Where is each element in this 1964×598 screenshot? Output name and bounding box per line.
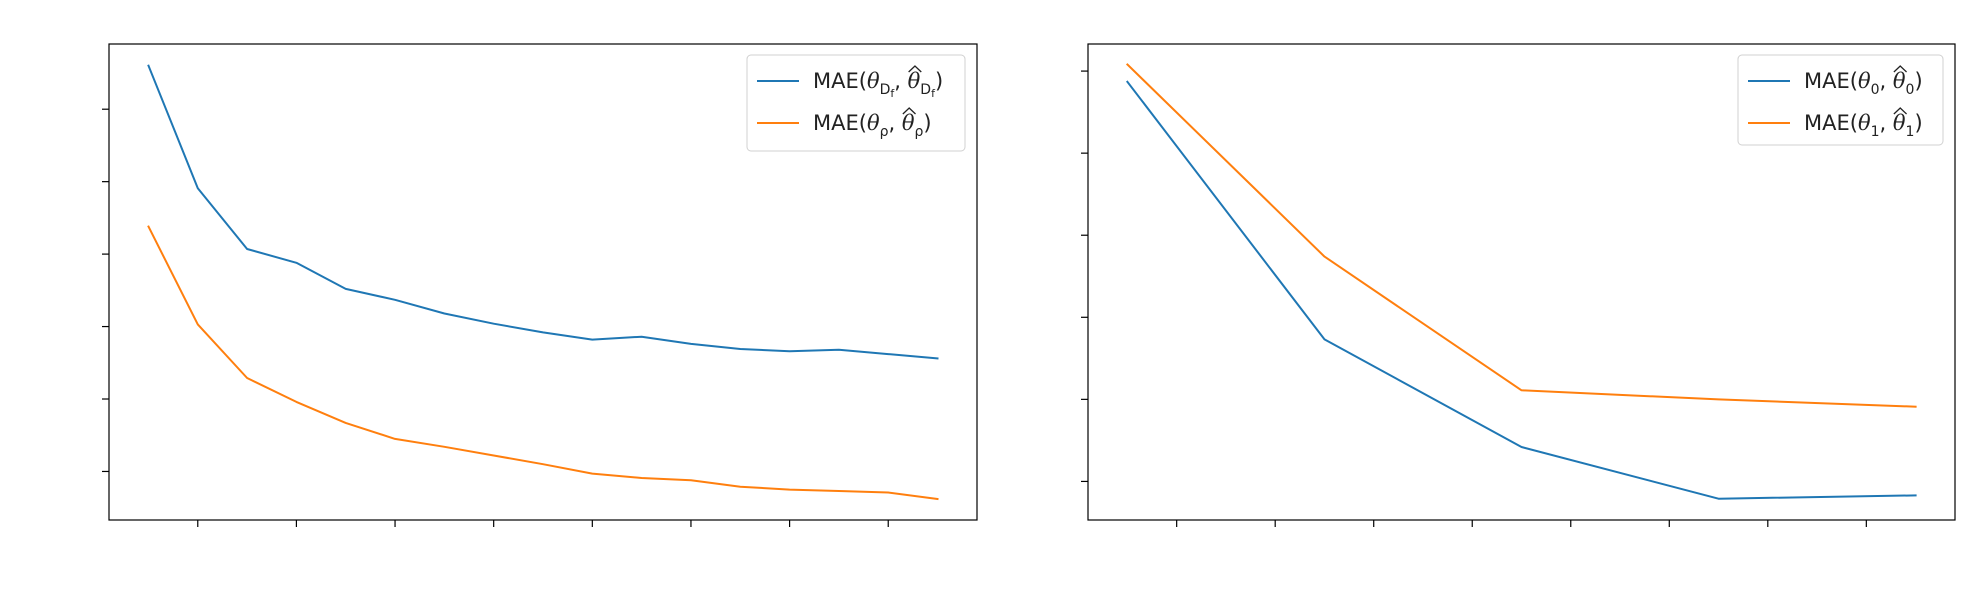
series-line-1 (1125, 80, 1917, 500)
legend: MAE(θ0, θ0)MAE(θ1, θ1) (1737, 54, 1944, 146)
legend-prefix: MAE( (813, 69, 867, 93)
legend-subscript: 1 (1906, 124, 1915, 140)
legend-theta-hat: θ (908, 69, 921, 93)
legend-subscript: ρ (880, 124, 889, 140)
legend-theta-hat: θ (1893, 111, 1906, 135)
legend: MAE(θDf, θDf)MAE(θρ, θρ) (746, 54, 966, 152)
plot-frame (1087, 43, 1956, 521)
legend-prefix: MAE( (813, 111, 867, 135)
legend-box (746, 54, 966, 152)
legend-theta: θ (867, 111, 880, 135)
legend-theta: θ (1858, 69, 1871, 93)
legend-separator: , (1880, 69, 1893, 93)
legend-subscript: 1 (1871, 124, 1880, 140)
series-line-1 (147, 64, 939, 360)
legend-subscript: 0 (1906, 82, 1915, 98)
legend-entry-1: MAE(θDf, θDf) (813, 69, 943, 100)
chart-panel-a: MAE(θDf, θDf)MAE(θρ, θρ) (102, 43, 978, 527)
legend-suffix: ) (1914, 111, 1922, 135)
plot-frame (108, 43, 978, 521)
legend-subscript: 0 (1871, 82, 1880, 98)
legend-suffix: ) (923, 111, 931, 135)
legend-entry-2: MAE(θ1, θ1) (1804, 111, 1923, 140)
legend-hat-mark (902, 107, 916, 115)
legend-subsubscript: f (931, 87, 936, 100)
legend-subscript: D (880, 82, 891, 98)
legend-entry-1: MAE(θ0, θ0) (1804, 69, 1923, 98)
legend-hat-mark (1893, 65, 1907, 73)
legend-theta-hat: θ (1893, 69, 1906, 93)
chart-panel-b: MAE(θ0, θ0)MAE(θ1, θ1) (1081, 43, 1956, 527)
legend-subscript: ρ (915, 124, 924, 140)
legend-prefix: MAE( (1804, 69, 1858, 93)
legend-theta: θ (867, 69, 880, 93)
legend-separator: , (1880, 111, 1893, 135)
legend-subscript: D (920, 82, 931, 98)
legend-hat-mark (1893, 107, 1907, 115)
legend-separator: , (889, 111, 902, 135)
legend-theta-hat: θ (902, 111, 915, 135)
legend-theta: θ (1858, 111, 1871, 135)
legend-separator: , (894, 69, 907, 93)
legend-suffix: ) (935, 69, 943, 93)
legend-subsubscript: f (890, 87, 895, 100)
series-line-2 (147, 225, 939, 501)
legend-suffix: ) (1914, 69, 1922, 93)
legend-prefix: MAE( (1804, 111, 1858, 135)
legend-entry-2: MAE(θρ, θρ) (813, 111, 932, 140)
series-line-2 (1125, 63, 1917, 408)
legend-hat-mark (908, 65, 922, 73)
